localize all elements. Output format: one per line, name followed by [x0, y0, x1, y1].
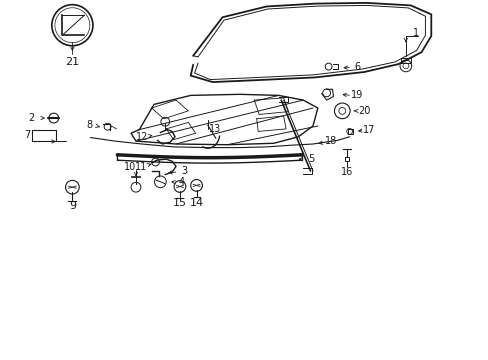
- Text: 9: 9: [69, 201, 76, 211]
- Text: 4: 4: [179, 177, 184, 187]
- Text: 2: 2: [29, 113, 35, 123]
- Text: 12: 12: [135, 132, 148, 142]
- Text: 19: 19: [350, 90, 363, 100]
- Text: 1: 1: [412, 28, 418, 38]
- Text: 21: 21: [65, 57, 79, 67]
- Text: 14: 14: [189, 198, 203, 208]
- Text: 16: 16: [340, 167, 353, 177]
- Text: 5: 5: [307, 154, 313, 164]
- Text: 7: 7: [24, 130, 30, 140]
- Text: 18: 18: [325, 136, 337, 147]
- Text: 8: 8: [86, 120, 92, 130]
- Text: 20: 20: [357, 105, 370, 116]
- Text: 10: 10: [123, 162, 136, 172]
- Text: 11: 11: [134, 162, 147, 172]
- Text: 3: 3: [182, 166, 187, 176]
- Text: 13: 13: [208, 124, 221, 134]
- Text: 17: 17: [362, 125, 375, 135]
- Text: 15: 15: [173, 198, 186, 208]
- Text: 6: 6: [353, 62, 359, 72]
